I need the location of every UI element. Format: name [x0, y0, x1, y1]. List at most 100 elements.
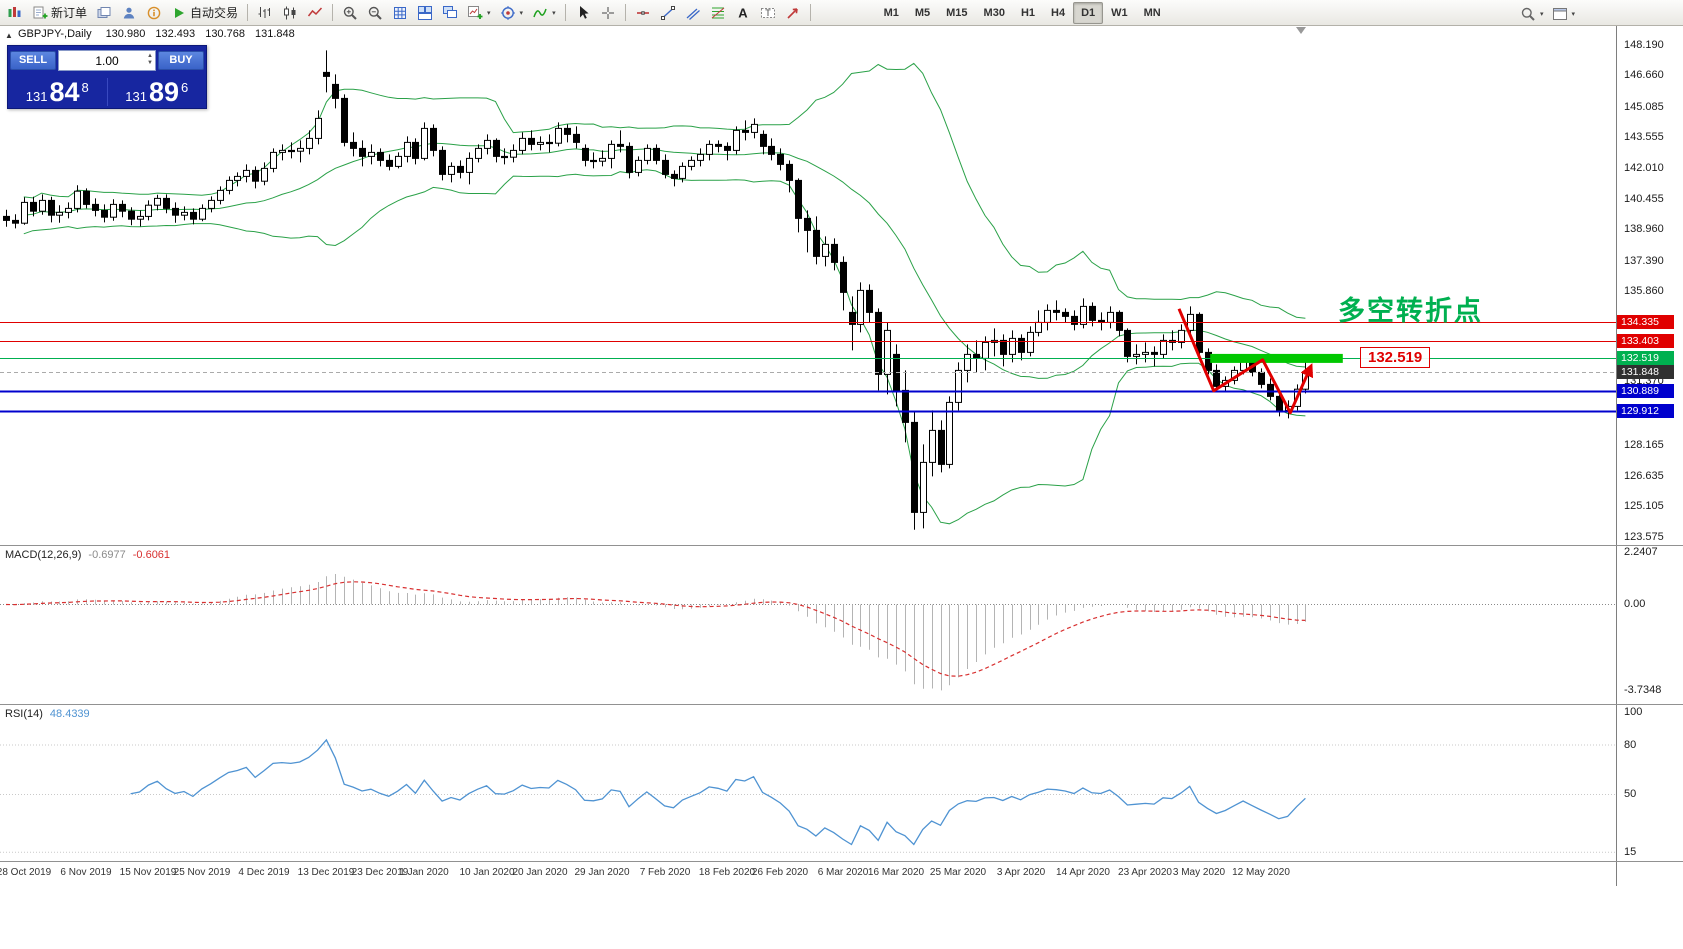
timeframe-button-D1[interactable]: D1 [1073, 1, 1104, 24]
price-axis-tick: 140.455 [1624, 193, 1664, 205]
sell-button[interactable]: SELL [10, 51, 56, 70]
zoom-out-icon[interactable] [363, 1, 387, 24]
rsi-value: 48.4339 [49, 708, 90, 720]
date-axis-label: 12 May 2020 [1232, 867, 1290, 878]
tile-windows-icon[interactable] [413, 1, 437, 24]
label-tool-icon[interactable]: T [756, 1, 780, 24]
price-axis-tick: 145.085 [1624, 101, 1664, 113]
zoom-in-icon[interactable] [338, 1, 362, 24]
rsi-panel-canvas[interactable] [0, 705, 1616, 861]
auto-trading-label: 自动交易 [190, 6, 239, 20]
macd-panel-canvas[interactable] [0, 546, 1616, 704]
price-axis-tick: 138.960 [1624, 223, 1664, 235]
text-tool-icon[interactable]: A [731, 1, 755, 24]
indicators-icon[interactable]: ▾ [528, 1, 560, 24]
timeframe-button-H1[interactable]: H1 [1020, 6, 1036, 19]
price-tag-132.519: 132.519 [1617, 351, 1674, 365]
search-icon[interactable]: ▾ [1516, 2, 1548, 25]
timeframe-button-M5[interactable]: M5 [914, 6, 931, 19]
community-icon[interactable] [142, 1, 166, 24]
volume-input[interactable]: 1.00 ▲ ▼ [58, 50, 156, 71]
date-axis-label: 1 Jan 2020 [399, 867, 449, 878]
price-tag-131.848: 131.848 [1617, 365, 1674, 379]
cursor-icon[interactable] [571, 1, 595, 24]
date-axis-label: 25 Nov 2019 [173, 867, 231, 878]
price-axis-tick: 128.165 [1624, 439, 1664, 451]
buy-price[interactable]: 131 89 6 [125, 76, 189, 107]
macd-signal-value: -0.6061 [132, 549, 171, 561]
new-order-button[interactable]: 新订单 [28, 1, 91, 24]
rsi-axis-tick: 100 [1624, 706, 1643, 718]
rsi-axis-tick: 50 [1624, 788, 1637, 800]
timeframe-button-M1[interactable]: M1 [883, 6, 899, 19]
candles-series [3, 50, 1309, 530]
price-tag-134.335: 134.335 [1617, 315, 1674, 329]
chart-icon[interactable] [3, 1, 27, 24]
cascade-windows-icon[interactable] [438, 1, 462, 24]
new-order-label: 新订单 [51, 6, 88, 20]
toolbar-separator [247, 4, 249, 21]
timeframe-button-W1[interactable]: W1 [1111, 6, 1128, 19]
price-axis[interactable]: 148.190 146.660 145.085 143.555 142.010 140.4… [1616, 25, 1683, 886]
new-chart-button[interactable]: ▾ [463, 1, 495, 24]
panel-divider[interactable] [0, 704, 1683, 705]
candlestick-type-icon[interactable] [278, 1, 302, 24]
spin-down-icon[interactable]: ▼ [147, 60, 153, 66]
channel-tool-icon[interactable] [681, 1, 705, 24]
volume-value: 1.00 [95, 53, 119, 68]
grid-icon[interactable] [388, 1, 412, 24]
profiles-icon[interactable] [92, 1, 116, 24]
date-axis-label: 28 Oct 2019 [0, 867, 52, 878]
fibonacci-tool-icon[interactable] [706, 1, 730, 24]
price-axis-tick: 148.190 [1624, 39, 1664, 51]
line-chart-type-icon[interactable] [303, 1, 327, 24]
price-callout-label[interactable]: 132.519 [1360, 347, 1431, 368]
buy-button[interactable]: BUY [158, 51, 204, 70]
macd-signal-line [5, 581, 1306, 677]
timeframe-button-M30[interactable]: M30 [983, 6, 1005, 19]
arrows-tool-icon[interactable] [781, 1, 805, 24]
price-tag-129.912: 129.912 [1617, 404, 1674, 418]
price-axis-tick: 125.105 [1624, 500, 1664, 512]
date-axis-label: 6 Nov 2019 [60, 867, 112, 878]
price-axis-tick: 137.390 [1624, 255, 1664, 267]
sell-price[interactable]: 131 84 8 [25, 76, 89, 107]
price-axis-tick: 135.860 [1624, 285, 1664, 297]
timeframe-button-M15[interactable]: M15 [946, 6, 968, 19]
timeframe-button-H4[interactable]: H4 [1051, 6, 1066, 19]
chevron-down-icon: ▾ [487, 9, 491, 17]
spin-up-icon[interactable]: ▲ [147, 53, 153, 59]
chevron-down-icon: ▾ [1571, 10, 1576, 18]
one-click-collapse-icon[interactable]: ▲ [5, 31, 13, 40]
bar-chart-type-icon[interactable] [253, 1, 277, 24]
auto-trading-button[interactable]: 自动交易 [167, 1, 242, 24]
macd-histogram [15, 574, 1306, 691]
window-layout-icon[interactable]: ▾ [1548, 2, 1580, 25]
toolbar-separator [624, 4, 626, 21]
turning-point-annotation[interactable]: 多空转折点 [1338, 296, 1483, 326]
date-axis[interactable]: 28 Oct 2019 6 Nov 2019 15 Nov 2019 25 Nov 2… [0, 863, 1616, 885]
macd-indicator-label: MACD(12,26,9) -0.6977 -0.6061 [5, 549, 170, 561]
rsi-indicator-label: RSI(14) 48.4339 [5, 708, 90, 720]
chart-shift-marker-icon[interactable] [1296, 27, 1306, 34]
volume-spinner[interactable]: ▲ ▼ [147, 53, 153, 67]
price-chart-canvas[interactable] [0, 25, 1616, 545]
trendline-tool-icon[interactable] [656, 1, 680, 24]
accounts-icon[interactable] [117, 1, 141, 24]
bollinger-middle [23, 142, 1306, 379]
trend-arrow-annotation[interactable] [1177, 308, 1314, 415]
panel-divider[interactable] [0, 861, 1683, 862]
date-axis-label: 15 Nov 2019 [119, 867, 177, 878]
horizontal-line-tool-icon[interactable] [631, 1, 655, 24]
bollinger-upper [23, 62, 1306, 319]
rsi-axis-tick: 15 [1624, 846, 1637, 858]
crosshair-icon[interactable] [596, 1, 620, 24]
panel-divider[interactable] [0, 545, 1683, 546]
new-order-icon [33, 6, 48, 18]
date-axis-label: 20 Jan 2020 [512, 867, 568, 878]
price-divider [106, 77, 108, 106]
turning-zone-highlight[interactable] [1210, 353, 1343, 363]
date-axis-label: 16 Mar 2020 [867, 867, 925, 878]
navigator-target-icon[interactable]: ▾ [496, 1, 528, 24]
timeframe-button-MN[interactable]: MN [1143, 6, 1161, 19]
